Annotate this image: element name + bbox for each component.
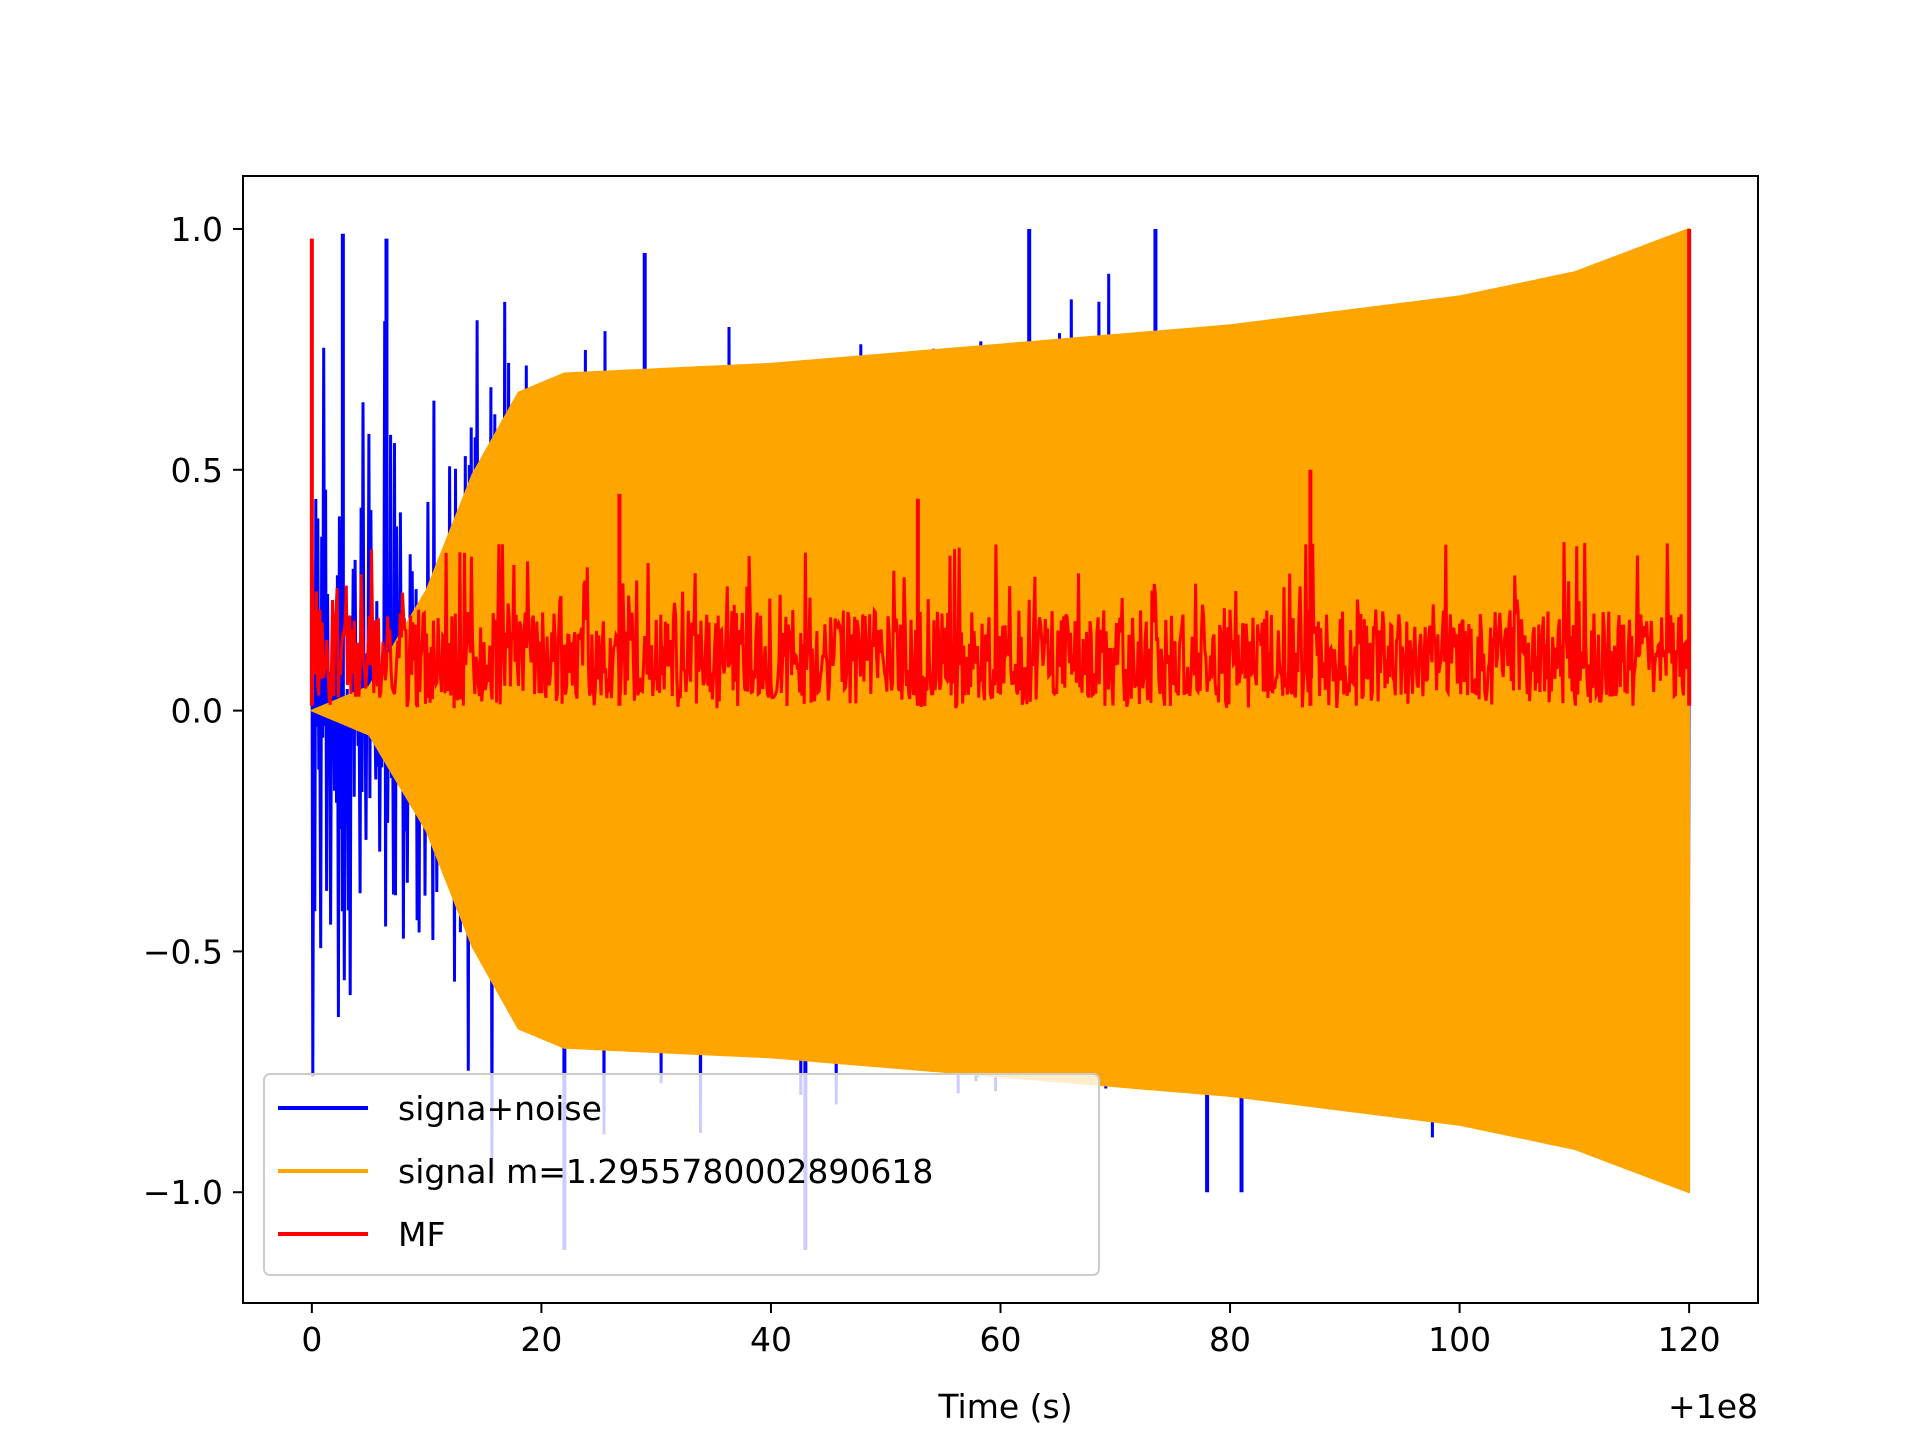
x-axis-offset-label: +1e8 bbox=[1668, 1387, 1758, 1426]
y-axis-ticks: −1.0 −0.5 0.0 0.5 1.0 bbox=[143, 210, 243, 1212]
y-tick-label: 0.5 bbox=[171, 451, 223, 490]
legend: signa+noise signal m=1.2955780002890618 MF bbox=[263, 1073, 1100, 1276]
x-tick-label: 0 bbox=[301, 1320, 322, 1359]
series-layer bbox=[309, 227, 1692, 1251]
series-mf-line bbox=[310, 542, 1691, 709]
x-tick-label: 100 bbox=[1428, 1320, 1491, 1359]
x-axis-ticks: 0 20 40 60 80 100 120 bbox=[301, 1303, 1721, 1359]
x-tick-label: 40 bbox=[750, 1320, 792, 1359]
plot-area bbox=[309, 227, 1692, 1251]
legend-box bbox=[263, 1073, 1100, 1276]
legend-label: signal m=1.2955780002890618 bbox=[398, 1152, 933, 1191]
series-signal-envelope bbox=[309, 227, 1691, 1194]
x-tick-label: 60 bbox=[980, 1320, 1022, 1359]
y-tick-label: −1.0 bbox=[143, 1173, 223, 1212]
x-tick-label: 80 bbox=[1209, 1320, 1251, 1359]
y-tick-label: 0.0 bbox=[171, 692, 223, 731]
y-tick-label: 1.0 bbox=[171, 210, 223, 249]
y-tick-label: −0.5 bbox=[143, 932, 223, 971]
x-tick-label: 20 bbox=[520, 1320, 562, 1359]
legend-label: signa+noise bbox=[398, 1089, 602, 1128]
x-axis-label: Time (s) bbox=[937, 1387, 1072, 1426]
x-tick-label: 120 bbox=[1658, 1320, 1721, 1359]
legend-label: MF bbox=[398, 1215, 445, 1254]
